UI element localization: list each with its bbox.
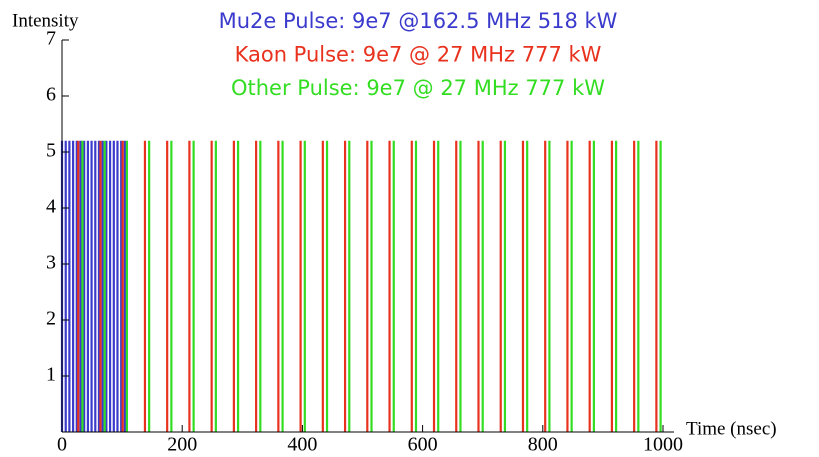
legend-entry: Kaon Pulse: 9e7 @ 27 MHz 777 kW <box>235 43 602 67</box>
y-tick-label: 7 <box>46 28 56 50</box>
y-tick-label: 5 <box>46 140 56 162</box>
x-tick-label: 800 <box>528 434 558 456</box>
x-tick-label: 400 <box>287 434 317 456</box>
y-tick-label: 6 <box>46 84 56 106</box>
y-tick-label: 4 <box>46 196 56 218</box>
legend-entry: Other Pulse: 9e7 @ 27 MHz 777 kW <box>231 76 605 100</box>
y-tick-label: 2 <box>46 308 56 330</box>
x-tick-label: 0 <box>57 434 67 456</box>
legend-entry: Mu2e Pulse: 9e7 @162.5 MHz 518 kW <box>219 9 618 33</box>
x-tick-label: 1000 <box>643 434 683 456</box>
y-tick-label: 1 <box>46 364 56 386</box>
y-tick-label: 3 <box>46 252 56 274</box>
y-axis-label: Intensity <box>12 10 79 31</box>
x-axis-label: Time (nsec) <box>686 418 777 439</box>
x-tick-label: 200 <box>167 434 197 456</box>
x-tick-label: 600 <box>408 434 438 456</box>
